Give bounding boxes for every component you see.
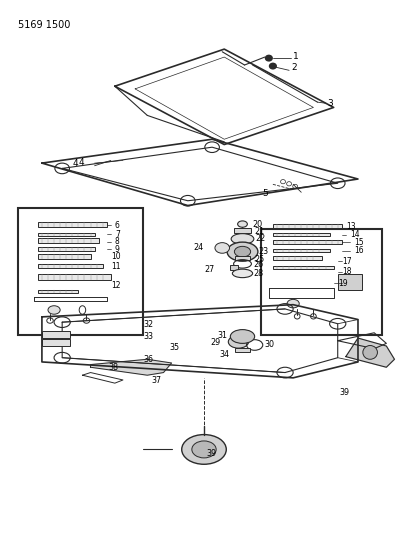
Text: 5169 1500: 5169 1500 xyxy=(18,20,70,30)
Text: 19: 19 xyxy=(338,279,347,288)
Text: 15: 15 xyxy=(354,238,364,247)
Text: 26: 26 xyxy=(253,260,263,269)
Text: 10: 10 xyxy=(111,253,120,262)
Bar xyxy=(273,223,342,228)
Polygon shape xyxy=(269,288,334,298)
Text: 29: 29 xyxy=(210,338,220,348)
Bar xyxy=(42,330,70,338)
Bar xyxy=(234,228,251,232)
Text: 36: 36 xyxy=(143,355,153,364)
Text: 3: 3 xyxy=(328,99,333,108)
Text: 24: 24 xyxy=(194,244,204,253)
Ellipse shape xyxy=(233,269,253,278)
Bar xyxy=(38,290,78,293)
Text: 9: 9 xyxy=(115,245,120,254)
Bar xyxy=(38,232,95,236)
Bar xyxy=(273,256,322,260)
Ellipse shape xyxy=(287,300,299,308)
Text: 13: 13 xyxy=(346,222,355,231)
Text: 37: 37 xyxy=(151,376,162,385)
Polygon shape xyxy=(346,338,395,367)
Text: 1: 1 xyxy=(293,52,299,61)
Text: 22: 22 xyxy=(255,234,266,243)
Ellipse shape xyxy=(234,246,251,257)
Text: 38: 38 xyxy=(109,363,119,372)
Bar xyxy=(261,229,382,335)
Text: 14: 14 xyxy=(350,230,359,239)
Text: 6: 6 xyxy=(115,221,120,230)
Bar xyxy=(38,264,103,268)
Bar xyxy=(38,247,95,251)
Text: 17: 17 xyxy=(342,257,351,265)
Bar xyxy=(273,240,342,244)
Ellipse shape xyxy=(237,221,247,227)
Ellipse shape xyxy=(363,345,377,359)
Bar xyxy=(42,338,70,346)
Ellipse shape xyxy=(266,55,272,61)
Ellipse shape xyxy=(228,335,248,348)
Text: 33: 33 xyxy=(143,332,153,341)
Bar xyxy=(273,249,330,252)
Text: 12: 12 xyxy=(111,280,120,289)
Ellipse shape xyxy=(215,243,230,253)
Bar xyxy=(235,348,250,352)
Text: 32: 32 xyxy=(143,320,153,329)
Text: 8: 8 xyxy=(115,237,120,246)
Bar xyxy=(273,233,330,236)
Text: 5: 5 xyxy=(263,189,268,198)
Ellipse shape xyxy=(231,233,254,244)
Text: 30: 30 xyxy=(265,341,275,350)
Text: 31: 31 xyxy=(217,331,227,340)
Bar xyxy=(235,256,250,260)
Ellipse shape xyxy=(192,441,216,458)
Text: 34: 34 xyxy=(220,350,230,359)
Text: 23: 23 xyxy=(259,247,269,256)
Bar xyxy=(338,274,362,290)
Ellipse shape xyxy=(270,63,276,69)
Ellipse shape xyxy=(227,242,258,261)
Polygon shape xyxy=(91,359,172,375)
Ellipse shape xyxy=(231,329,255,343)
Bar xyxy=(231,265,238,270)
Polygon shape xyxy=(34,297,107,301)
Bar xyxy=(38,238,99,243)
Ellipse shape xyxy=(48,306,60,314)
Text: 2: 2 xyxy=(291,63,297,72)
Bar xyxy=(38,254,91,259)
Text: 7: 7 xyxy=(115,230,120,239)
Bar xyxy=(18,208,143,335)
Text: 39: 39 xyxy=(340,388,350,397)
Text: 4: 4 xyxy=(73,159,78,167)
Text: 16: 16 xyxy=(354,246,364,255)
Text: 11: 11 xyxy=(111,262,120,271)
Text: 20: 20 xyxy=(253,220,263,229)
Text: 25: 25 xyxy=(255,255,265,264)
Text: 28: 28 xyxy=(254,269,264,278)
Bar xyxy=(38,274,111,280)
Ellipse shape xyxy=(182,434,226,464)
Text: 27: 27 xyxy=(205,265,215,273)
Text: 21: 21 xyxy=(255,227,265,236)
Text: 35: 35 xyxy=(170,343,180,352)
Bar xyxy=(38,222,107,227)
Bar xyxy=(273,266,334,269)
Text: 39: 39 xyxy=(206,449,216,458)
Text: 4: 4 xyxy=(79,158,84,166)
Text: 18: 18 xyxy=(342,268,351,276)
